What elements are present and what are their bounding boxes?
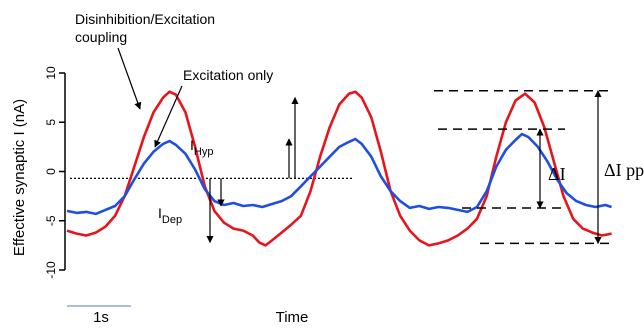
i-hyp-main: I (190, 137, 194, 153)
callout-arrow-disinhibition (117, 47, 142, 110)
legend-label-disinhibition: Disinhibition/Excitation (75, 11, 215, 27)
y-tick-label: -5 (44, 215, 58, 226)
annotation-i-dep: IDep (158, 205, 182, 226)
y-tick-label: 0 (44, 168, 58, 175)
y-tick-label: -10 (44, 261, 58, 279)
y-tick-label: 5 (44, 119, 58, 126)
time-scale-bar-label: 1s (93, 309, 109, 326)
annotation-i-hyp: IHyp (190, 137, 213, 158)
legend-label-coupling-line: coupling (75, 29, 127, 45)
annotation-delta-i-pp: ΔI pp (604, 160, 644, 180)
y-axis: 10 5 0 -5 -10 (44, 66, 66, 279)
x-axis-label: Time (276, 309, 309, 326)
i-dep-main: I (158, 205, 162, 221)
annotation-arrows (117, 47, 612, 245)
annotation-delta-i: ΔI (548, 164, 566, 184)
series-line-excitation-only (66, 132, 612, 216)
callout-arrow-excitation-only (154, 85, 183, 148)
y-ticks: 10 5 0 -5 -10 (44, 66, 65, 279)
y-tick-label: 10 (44, 66, 58, 80)
i-hyp-sub: Hyp (194, 146, 214, 158)
legend-label-excitation-only: Excitation only (183, 67, 273, 83)
y-axis-label: Effective synaptic I (nA) (11, 99, 28, 256)
series-line-disinhibition-excitation (66, 90, 612, 247)
i-dep-sub: Dep (162, 214, 182, 226)
